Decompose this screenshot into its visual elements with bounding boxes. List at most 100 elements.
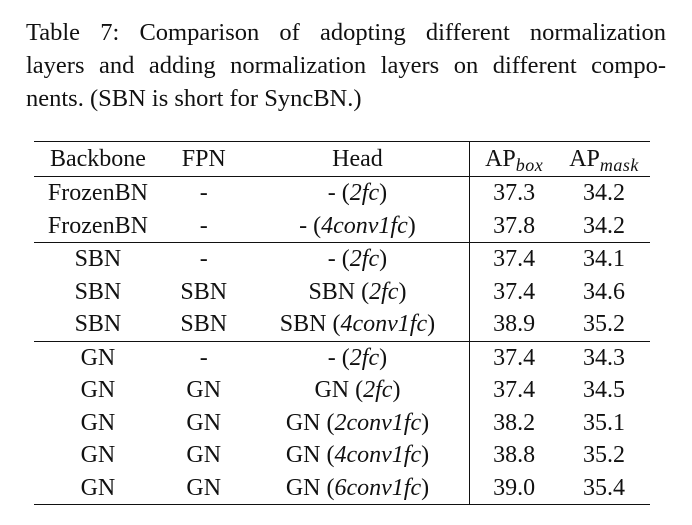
cell-fpn: - xyxy=(161,242,246,276)
cell-head-suffix: ) xyxy=(421,442,430,469)
cell-ap-mask: 35.2 xyxy=(583,311,626,338)
caption-line-3: nents. (SBN is short for SyncBN.) xyxy=(26,85,362,112)
table-caption: Table 7: Comparison of adopting differen… xyxy=(26,16,666,115)
cell-ap-box: 37.8 xyxy=(493,212,536,239)
cell-head-prefix: SBN ( xyxy=(279,311,341,338)
cell-head: - (4conv1fc) xyxy=(245,209,471,243)
header-ap-box-sub: box xyxy=(515,154,544,175)
cell-backbone: GN xyxy=(34,340,162,374)
row-group: GN - - (2fc) 37.4 34.3 GN GN GN (2fc) 37.4 34.5 GN… xyxy=(34,340,650,505)
cell-head: - (2fc) xyxy=(245,242,471,276)
cell-backbone: GN xyxy=(80,377,116,404)
header-head: Head xyxy=(245,141,471,177)
cell-fpn: GN xyxy=(161,471,246,505)
cell-ap-box: 38.8 xyxy=(493,442,536,469)
row-group: SBN - - (2fc) 37.4 34.1 SBN SBN SBN (2fc) 37.4 34… xyxy=(34,242,650,341)
cell-head-suffix: ) xyxy=(427,311,436,338)
header-ap-mask-sub: mask xyxy=(599,154,639,175)
cell-ap-box: 37.4 xyxy=(469,242,559,276)
cell-head-italic: 2fc xyxy=(363,377,393,404)
cell-fpn: - xyxy=(161,340,246,374)
cell-ap-mask: 34.5 xyxy=(583,377,626,404)
cell-head-prefix: GN ( xyxy=(285,442,335,469)
table-row: FrozenBN - - (2fc) 37.3 34.2 xyxy=(34,176,650,210)
cell-head: GN (6conv1fc) xyxy=(245,471,471,505)
header-ap-mask: APmask xyxy=(558,141,650,177)
table-row: FrozenBN - - (4conv1fc) 37.8 34.2 xyxy=(34,209,650,243)
cell-head-italic: 2conv1fc xyxy=(334,409,422,436)
header-ap-box-main: AP xyxy=(485,145,516,172)
cell-ap-box: 37.4 xyxy=(469,340,559,374)
table-row: GN GN GN (2conv1fc) 38.2 35.1 xyxy=(34,406,650,439)
cell-head: GN (2fc) xyxy=(245,374,471,407)
cell-head-prefix: - ( xyxy=(327,180,350,207)
cell-head-suffix: ) xyxy=(421,474,430,501)
caption-line-1: Table 7: Comparison of adopting differen… xyxy=(26,19,666,46)
results-table: Backbone FPN Head APbox APmask FrozenBN -… xyxy=(34,141,650,505)
table-row: GN GN GN (6conv1fc) 39.0 35.4 xyxy=(34,471,650,505)
header-fpn: FPN xyxy=(161,141,246,177)
cell-fpn: GN xyxy=(186,442,222,469)
cell-ap-mask: 34.3 xyxy=(558,340,650,374)
cell-ap-box: 37.3 xyxy=(493,180,536,207)
cell-head: - (2fc) xyxy=(245,176,471,210)
cell-ap-box: 37.4 xyxy=(493,278,536,305)
cell-ap-box: 38.9 xyxy=(493,311,536,338)
cell-head-italic: 4conv1fc xyxy=(340,311,428,338)
cell-head: SBN (2fc) xyxy=(245,275,471,308)
row-group: FrozenBN - - (2fc) 37.3 34.2 FrozenBN - - (4con… xyxy=(34,176,650,243)
cell-head-prefix: SBN ( xyxy=(308,278,370,305)
table-header: Backbone FPN Head APbox APmask xyxy=(34,141,650,177)
cell-backbone: GN xyxy=(80,442,116,469)
cell-head: SBN (4conv1fc) xyxy=(245,308,471,341)
table-row: SBN SBN SBN (2fc) 37.4 34.6 xyxy=(34,275,650,308)
header-ap-mask-main: AP xyxy=(569,145,600,172)
cell-backbone: SBN xyxy=(74,311,122,338)
cell-backbone: SBN xyxy=(74,278,122,305)
header-ap-box: APbox xyxy=(469,141,559,177)
cell-backbone: FrozenBN xyxy=(47,212,148,239)
table-row: SBN SBN SBN (4conv1fc) 38.9 35.2 xyxy=(34,308,650,341)
cell-ap-box: 38.2 xyxy=(493,409,536,436)
caption-line-2: layers and adding normalization layers o… xyxy=(26,52,666,79)
cell-head-italic: 2fc xyxy=(369,278,399,305)
cell-head-italic: 2fc xyxy=(349,344,380,371)
cell-head-suffix: ) xyxy=(379,344,388,371)
cell-ap-box: 39.0 xyxy=(469,471,559,505)
cell-head-prefix: GN ( xyxy=(314,377,364,404)
cell-head-suffix: ) xyxy=(392,377,401,404)
cell-head: - (2fc) xyxy=(245,340,471,374)
header-backbone: Backbone xyxy=(34,141,162,177)
cell-head: GN (4conv1fc) xyxy=(245,439,471,472)
table-row: SBN - - (2fc) 37.4 34.1 xyxy=(34,242,650,276)
cell-backbone: SBN xyxy=(34,242,162,276)
cell-ap-mask: 34.2 xyxy=(583,212,626,239)
cell-head-suffix: ) xyxy=(421,409,430,436)
cell-head-suffix: ) xyxy=(379,180,388,207)
cell-ap-mask: 34.1 xyxy=(558,242,650,276)
cell-head-italic: 2fc xyxy=(349,180,380,207)
cell-ap-box: 37.4 xyxy=(493,377,536,404)
cell-head-suffix: ) xyxy=(407,212,416,239)
header-row: Backbone FPN Head APbox APmask xyxy=(34,141,650,177)
cell-backbone: GN xyxy=(34,471,162,505)
cell-backbone: GN xyxy=(80,409,116,436)
cell-ap-mask: 34.6 xyxy=(583,278,626,305)
cell-ap-mask: 35.2 xyxy=(583,442,626,469)
cell-head-italic: 2fc xyxy=(349,246,380,273)
cell-head-suffix: ) xyxy=(379,246,388,273)
cell-ap-mask: 34.2 xyxy=(583,180,626,207)
cell-head-prefix: - ( xyxy=(299,212,322,239)
table-row: GN GN GN (4conv1fc) 38.8 35.2 xyxy=(34,439,650,472)
cell-head-italic: 4conv1fc xyxy=(334,442,422,469)
cell-head-prefix: GN ( xyxy=(285,474,335,501)
cell-fpn: SBN xyxy=(180,311,228,338)
table-row: GN - - (2fc) 37.4 34.3 xyxy=(34,340,650,374)
cell-fpn: - xyxy=(199,180,208,207)
table-row: GN GN GN (2fc) 37.4 34.5 xyxy=(34,374,650,407)
cell-head-prefix: - ( xyxy=(327,246,350,273)
cell-head-prefix: GN ( xyxy=(285,409,335,436)
cell-backbone: FrozenBN xyxy=(47,180,148,207)
cell-head: GN (2conv1fc) xyxy=(245,406,471,439)
cell-head-prefix: - ( xyxy=(327,344,350,371)
